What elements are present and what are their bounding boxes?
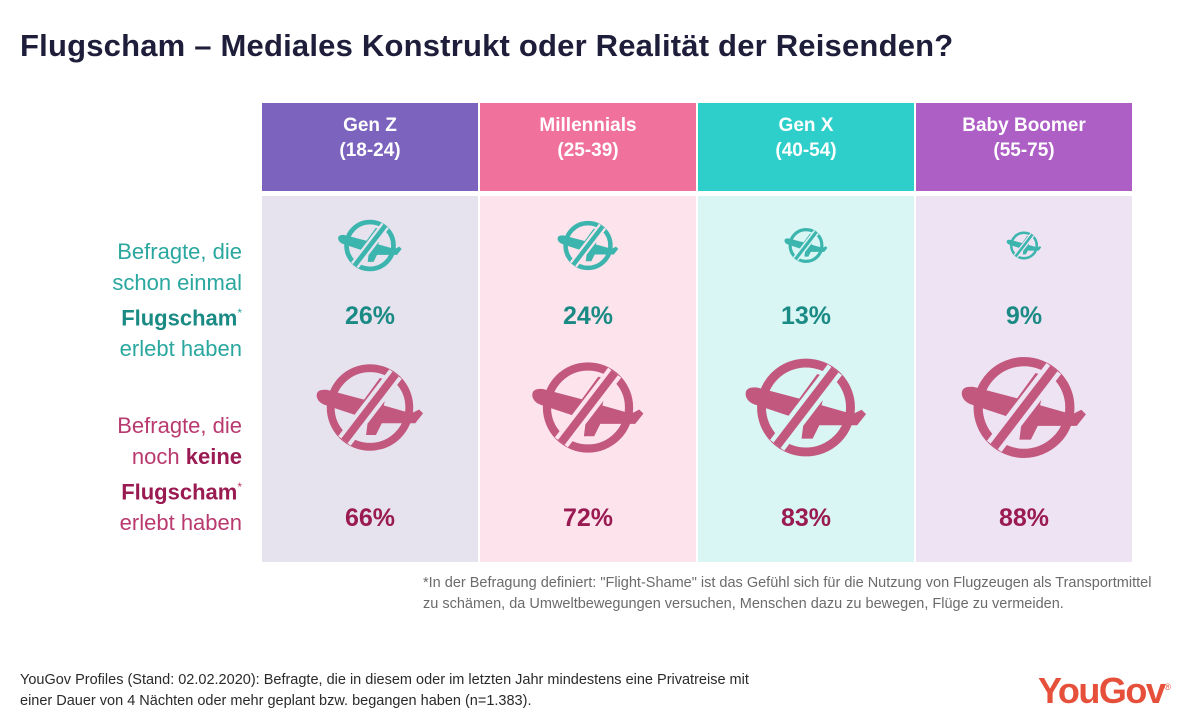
age-range: (25-39) <box>557 140 619 161</box>
no-flight-icon <box>556 213 621 283</box>
no-flight-icon <box>529 348 648 472</box>
row-label-bold: Flugscham <box>121 479 238 505</box>
row-label-line: Flugscham* <box>117 472 242 507</box>
column-header: Gen Z (18-24) <box>262 103 478 191</box>
row-label-bold: keine <box>185 444 242 469</box>
row-label-text: noch <box>131 444 186 469</box>
column-header: Gen X (40-54) <box>698 103 914 191</box>
row-label-line: erlebt haben <box>119 336 242 362</box>
percentage-label: 24% <box>562 302 614 330</box>
footnote: *In der Befragung definiert: "Flight-Sha… <box>423 575 1152 612</box>
row-label-line: Befragte, die <box>117 413 242 438</box>
logo-text: YouGov <box>1038 670 1166 711</box>
generation-name: Baby Boomer <box>962 115 1086 136</box>
percentage-label: 83% <box>780 504 832 532</box>
no-flight-icon <box>313 351 427 470</box>
generation-name: Gen Z <box>343 115 397 136</box>
logo-registered-mark: ® <box>1164 682 1171 692</box>
column-cell: 24% 72% <box>480 196 696 562</box>
no-flight-icon <box>783 223 829 274</box>
no-flight-icon <box>958 341 1091 479</box>
row-label-line: schon einmal <box>112 270 242 295</box>
column-cell: 26% 66% <box>262 196 478 562</box>
percentage-label: 88% <box>998 504 1050 532</box>
row-label-line: erlebt haben <box>119 510 242 536</box>
percentage-label: 9% <box>1005 302 1043 330</box>
generation-name: Millennials <box>539 115 637 136</box>
no-flight-icon <box>336 212 404 285</box>
row-label-not-experienced: Befragte, die noch keine Flugscham* erle… <box>117 410 242 538</box>
generation-name: Gen X <box>778 115 834 136</box>
source-note: YouGov Profiles (Stand: 02.02.2020): Bef… <box>20 672 749 709</box>
column-header: Millennials (25-39) <box>480 103 696 191</box>
row-label-line: Befragte, die <box>117 239 242 264</box>
column-cell: 9% 88% <box>916 196 1132 562</box>
no-flight-icon <box>1006 227 1043 269</box>
yougov-logo: YouGov® <box>1038 670 1171 712</box>
column-header: Baby Boomer (55-75) <box>916 103 1132 191</box>
age-range: (18-24) <box>339 140 401 161</box>
footnote-marker: * <box>237 480 242 494</box>
row-label-line: Flugscham* <box>112 298 242 333</box>
age-range: (55-75) <box>993 140 1055 161</box>
percentage-label: 13% <box>780 302 832 330</box>
row-label-bold: Flugscham <box>121 305 238 331</box>
row-label-line: noch keine <box>117 441 242 472</box>
no-flight-icon <box>742 343 871 477</box>
percentage-label: 26% <box>344 302 396 330</box>
age-range: (40-54) <box>775 140 837 161</box>
percentage-label: 66% <box>344 504 396 532</box>
column-cell: 13% 83% <box>698 196 914 562</box>
percentage-label: 72% <box>562 504 614 532</box>
chart-title: Flugscham – Mediales Konstrukt oder Real… <box>20 28 954 63</box>
footnote-marker: * <box>237 306 242 320</box>
row-label-experienced: Befragte, die schon einmal Flugscham* er… <box>112 236 242 364</box>
